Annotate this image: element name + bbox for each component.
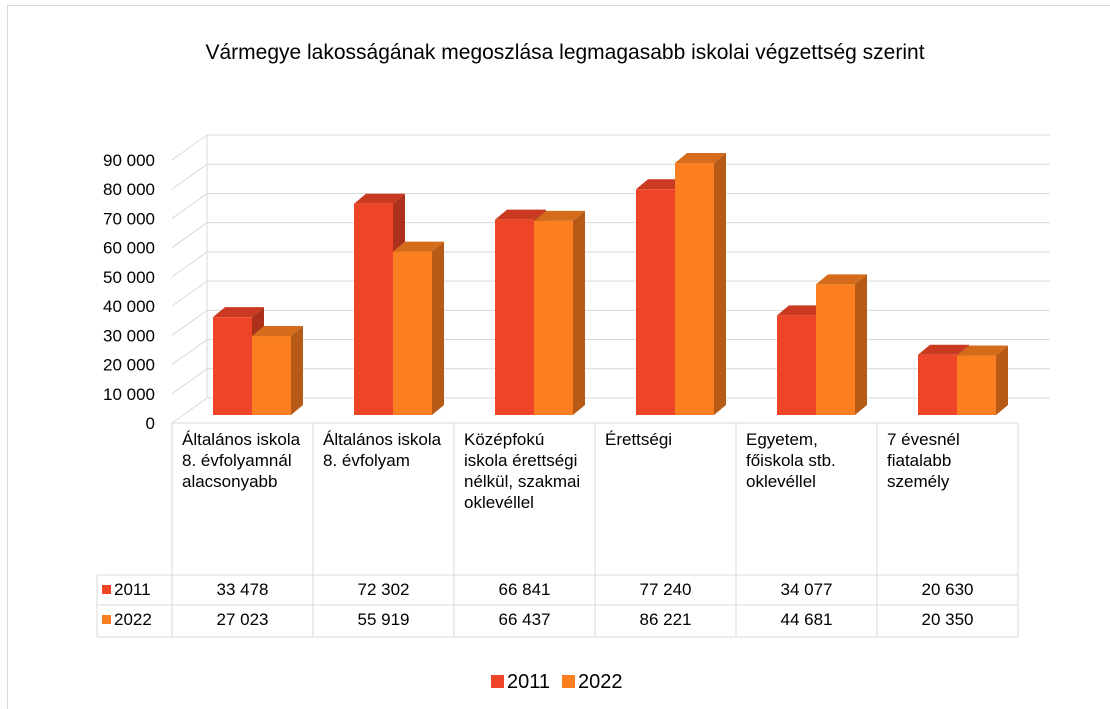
bar-side [291,326,303,415]
bar-top [777,305,828,316]
chart-frame [7,5,1110,709]
grid-line [171,163,1050,190]
bar [675,153,726,415]
bar-side [573,210,585,415]
bar-top [393,241,444,252]
bar [816,274,867,415]
x-tick-label: Általános iskola 8. évfolyam [323,430,442,470]
legend-key [491,675,504,688]
y-tick-label: 40 000 [103,297,155,316]
bar-top [957,345,1008,356]
data-label: 33 478 [216,580,269,599]
data-label: 44 681 [780,610,833,629]
grid-line [171,397,1050,424]
bar-front [252,336,291,415]
y-tick-label: 30 000 [103,326,155,345]
bar-side [996,345,1008,415]
bar-front [957,355,996,415]
data-label: 55 919 [357,610,410,629]
bar-front [675,163,714,415]
bar-front [777,315,816,415]
bar-top [918,344,969,355]
bar-front [918,354,957,415]
x-tick-label: Általános iskola 8. évfolyamnál alacsony… [182,430,301,491]
grid-line [171,280,1050,307]
grid-line [171,251,1050,278]
x-tick-label: 7 évesnél fiatalabb személy [887,430,960,491]
x-tick-label: Érettségi [605,430,673,449]
y-tick-label: 80 000 [103,180,155,199]
legend-label: 2011 [507,671,551,693]
data-label: 66 841 [498,580,551,599]
grid-line [171,134,1050,161]
bar-side [855,274,867,415]
data-label: 20 630 [921,580,974,599]
bar-side [714,153,726,415]
bar-front [534,220,573,415]
bar-top [213,307,264,318]
bar-top [252,326,303,337]
bar-front [495,219,534,415]
bar-top [534,210,585,221]
grid-line [171,368,1050,395]
bar-top [354,193,405,204]
data-label: 66 437 [498,610,551,629]
legend-label: 2022 [578,671,623,693]
grid-line [171,192,1050,219]
grid-line [171,309,1050,336]
y-tick-label: 70 000 [103,209,155,228]
bar-front [816,284,855,415]
bar-front [393,251,432,415]
y-tick-label: 0 [146,414,155,433]
legend-key [102,585,111,594]
legend-key [102,615,111,624]
x-tick-label: Középfokú iskola érettségi nélkül, szakm… [464,430,581,512]
bar [957,345,1008,415]
data-label: 27 023 [216,610,269,629]
data-label: 86 221 [639,610,692,629]
bar-top [495,209,546,220]
data-label: 34 077 [780,580,833,599]
bar-front [354,203,393,415]
bar [393,241,444,415]
y-tick-label: 10 000 [103,385,155,404]
legend-key [562,675,575,688]
data-label: 72 302 [357,580,410,599]
x-tick-label: Egyetem, főiskola stb. oklevéllel [746,430,836,491]
y-tick-label: 60 000 [103,239,155,258]
bar [534,210,585,415]
bar-top [636,179,687,190]
data-label: 77 240 [639,580,692,599]
grid-line [171,339,1050,365]
y-tick-label: 50 000 [103,268,155,287]
bar-front [636,189,675,415]
table-series-name: 2011 [114,580,151,599]
bar-side [432,241,444,415]
bar-front [213,317,252,415]
bar-top [816,274,867,285]
y-tick-label: 90 000 [103,151,155,170]
y-tick-label: 20 000 [103,356,155,375]
bar-top [675,153,726,164]
bar [252,326,303,415]
data-label: 20 350 [921,610,974,629]
chart-title: Vármegye lakosságának megoszlása legmaga… [205,41,925,64]
table-series-name: 2022 [114,610,152,629]
grid-line [171,222,1050,249]
